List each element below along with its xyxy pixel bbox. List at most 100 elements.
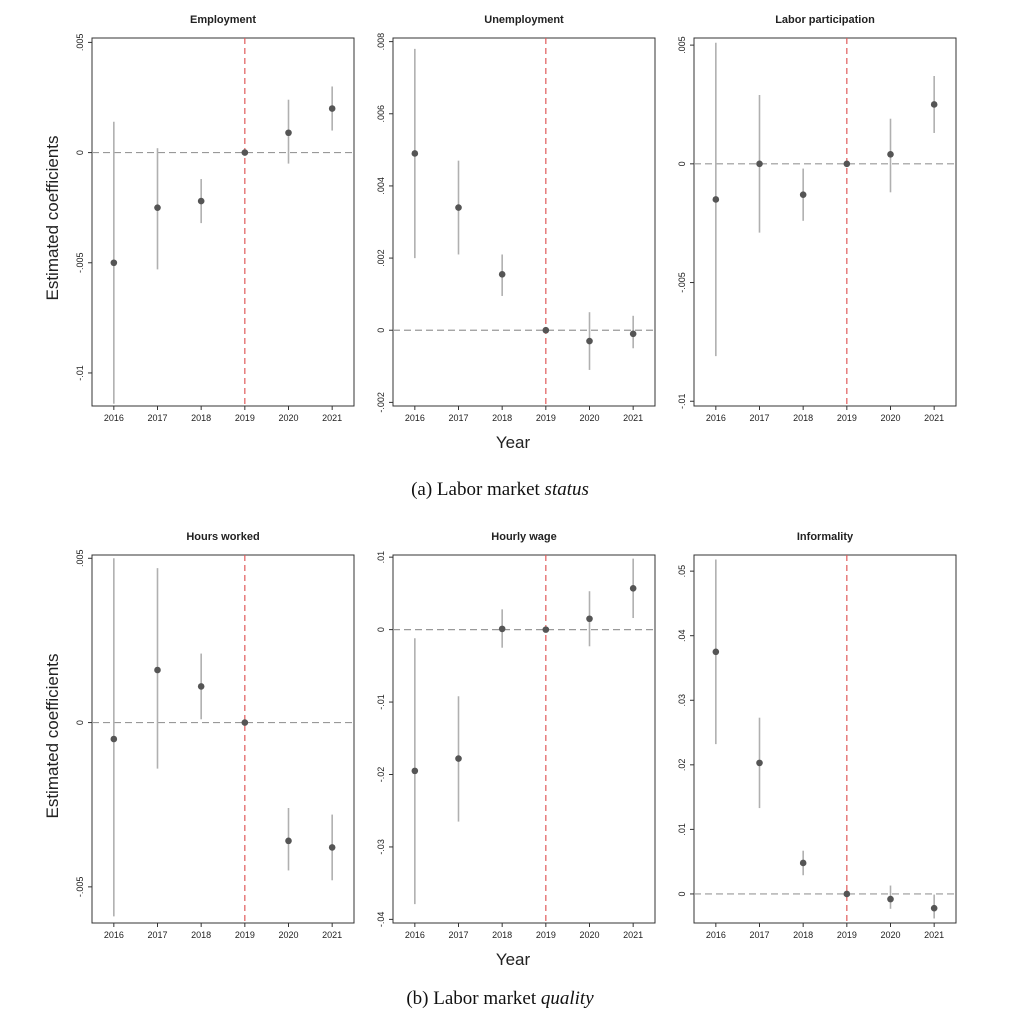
x-tick-label: 2020 (278, 930, 298, 940)
y-tick-label: -.005 (677, 272, 687, 293)
x-tick-label: 2019 (837, 413, 857, 423)
data-point (197, 197, 205, 205)
data-point (930, 101, 938, 108)
x-tick-label: 2016 (104, 930, 124, 940)
x-tick-label: 2016 (706, 930, 726, 940)
x-axis-label-bottom: Year (496, 950, 531, 969)
y-tick-label: .004 (376, 177, 386, 195)
x-tick-label: 2016 (405, 930, 425, 940)
plot-frame (392, 554, 656, 924)
data-point (887, 895, 894, 903)
x-tick-label: 2020 (880, 413, 900, 423)
y-tick-label: .02 (677, 759, 687, 772)
chart-panel-4: Hours worked .005 0 -.005 2016 2017 2018 2019 20… (75, 531, 355, 940)
x-tick-label: 2017 (448, 930, 468, 940)
data-point (285, 129, 292, 137)
x-tick-label: 2017 (749, 930, 769, 940)
y-tick-label: -.03 (376, 839, 386, 855)
x-tick-label: 2018 (492, 413, 512, 423)
chart-title: Informality (797, 531, 854, 543)
data-point (887, 151, 894, 158)
y-tick-label: 0 (376, 627, 386, 632)
plot-frame (91, 37, 355, 407)
x-tick-label: 2018 (191, 930, 211, 940)
x-tick-label: 2018 (191, 413, 211, 423)
data-point (498, 625, 506, 633)
y-tick-label: -.01 (677, 393, 687, 409)
data-point (328, 844, 336, 851)
x-tick-label: 2018 (793, 413, 813, 423)
y-tick-label: 0 (677, 161, 687, 166)
y-tick-label: -.04 (376, 912, 386, 928)
x-tick-label: 2021 (322, 413, 342, 423)
y-tick-label: .04 (677, 629, 687, 642)
x-tick-label: 2019 (536, 930, 556, 940)
x-tick-label: 2021 (623, 930, 643, 940)
x-tick-label: 2019 (235, 413, 255, 423)
data-point (411, 150, 419, 157)
y-tick-label: .002 (376, 249, 386, 267)
y-tick-label: 0 (75, 720, 85, 725)
data-point (411, 767, 419, 775)
data-point (843, 160, 851, 168)
y-tick-label: .01 (376, 551, 386, 564)
data-point (756, 759, 763, 767)
caption-b-prefix: (b) Labor market (406, 988, 541, 1009)
y-tick-label: .03 (677, 694, 687, 707)
x-tick-label: 2019 (837, 930, 857, 940)
x-tick-label: 2017 (147, 930, 167, 940)
data-point (498, 271, 506, 278)
data-point (328, 105, 336, 112)
x-tick-label: 2021 (623, 413, 643, 423)
data-point (542, 626, 550, 633)
caption-a-emphasis: status (545, 479, 589, 500)
x-tick-label: 2017 (147, 413, 167, 423)
x-tick-label: 2020 (579, 930, 599, 940)
data-point (455, 204, 462, 211)
data-point (154, 204, 161, 211)
y-tick-label: .008 (376, 33, 386, 51)
chart-title: Employment (190, 14, 256, 26)
y-axis-label-bottom: Estimated coefficients (43, 653, 62, 818)
data-point (110, 735, 118, 743)
x-tick-label: 2020 (278, 413, 298, 423)
plot-frame (693, 37, 957, 407)
y-tick-label: -.01 (376, 694, 386, 710)
chart-title: Labor participation (775, 14, 875, 26)
x-tick-label: 2019 (536, 413, 556, 423)
y-tick-label: .01 (677, 823, 687, 836)
x-tick-label: 2018 (793, 930, 813, 940)
caption-a: (a) Labor market status (411, 479, 589, 500)
x-tick-label: 2017 (448, 413, 468, 423)
chart-panel-5: Hourly wage .01 0 -.01 -.02 -.03 -.04 2016 2017 2… (376, 531, 656, 940)
y-tick-label: .05 (677, 565, 687, 578)
x-tick-label: 2016 (104, 413, 124, 423)
y-tick-label: .006 (376, 105, 386, 123)
data-point (241, 149, 249, 156)
data-point (712, 648, 720, 656)
y-tick-label: -.005 (75, 253, 85, 274)
data-point (629, 585, 637, 592)
data-point (712, 196, 720, 203)
y-tick-label: 0 (376, 328, 386, 333)
plot-frame (392, 37, 656, 407)
chart-panel-6: Informality .05 .04 .03 .02 .01 0 2016 2017 2018 2… (677, 531, 957, 940)
x-tick-label: 2017 (749, 413, 769, 423)
data-point (930, 904, 938, 912)
chart-title: Hours worked (186, 531, 259, 543)
data-point (799, 191, 807, 198)
plot-frame (91, 554, 355, 924)
x-tick-label: 2016 (706, 413, 726, 423)
x-tick-label: 2016 (405, 413, 425, 423)
caption-a-prefix: (a) Labor market (411, 479, 544, 500)
y-axis-label-top: Estimated coefficients (43, 135, 62, 300)
y-tick-label: .005 (75, 34, 85, 52)
data-point (586, 337, 593, 345)
x-tick-label: 2018 (492, 930, 512, 940)
data-point (285, 837, 292, 845)
x-tick-label: 2021 (924, 413, 944, 423)
caption-b-emphasis: quality (541, 988, 594, 1009)
y-tick-label: -.005 (75, 877, 85, 898)
data-point (197, 683, 205, 690)
data-point (542, 326, 550, 334)
